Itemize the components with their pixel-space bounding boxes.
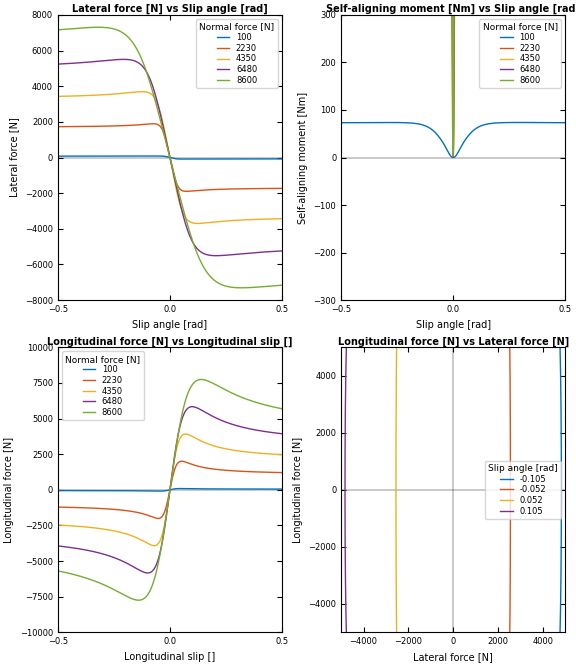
Y-axis label: Longitudinal force [N]: Longitudinal force [N] — [4, 437, 14, 543]
X-axis label: Longitudinal slip []: Longitudinal slip [] — [124, 652, 215, 662]
Y-axis label: Self-aligning moment [Nm]: Self-aligning moment [Nm] — [298, 91, 308, 224]
Legend: 100, 2230, 4350, 6480, 8600: 100, 2230, 4350, 6480, 8600 — [62, 352, 144, 420]
X-axis label: Lateral force [N]: Lateral force [N] — [413, 652, 493, 662]
Legend: 100, 2230, 4350, 6480, 8600: 100, 2230, 4350, 6480, 8600 — [196, 19, 278, 88]
Title: Lateral force [N] vs Slip angle [rad]: Lateral force [N] vs Slip angle [rad] — [72, 4, 268, 15]
Title: Longitudinal force [N] vs Lateral force [N]: Longitudinal force [N] vs Lateral force … — [338, 336, 569, 347]
Legend: 100, 2230, 4350, 6480, 8600: 100, 2230, 4350, 6480, 8600 — [479, 19, 561, 88]
Title: Self-aligning moment [Nm] vs Slip angle [rad]: Self-aligning moment [Nm] vs Slip angle … — [326, 4, 576, 15]
Y-axis label: Longitudinal force [N]: Longitudinal force [N] — [293, 437, 303, 543]
Legend: -0.105, -0.052, 0.052, 0.105: -0.105, -0.052, 0.052, 0.105 — [484, 461, 561, 519]
X-axis label: Slip angle [rad]: Slip angle [rad] — [416, 320, 491, 330]
Title: Longitudinal force [N] vs Longitudinal slip []: Longitudinal force [N] vs Longitudinal s… — [47, 336, 293, 347]
Y-axis label: Lateral force [N]: Lateral force [N] — [9, 118, 19, 197]
X-axis label: Slip angle [rad]: Slip angle [rad] — [132, 320, 207, 330]
